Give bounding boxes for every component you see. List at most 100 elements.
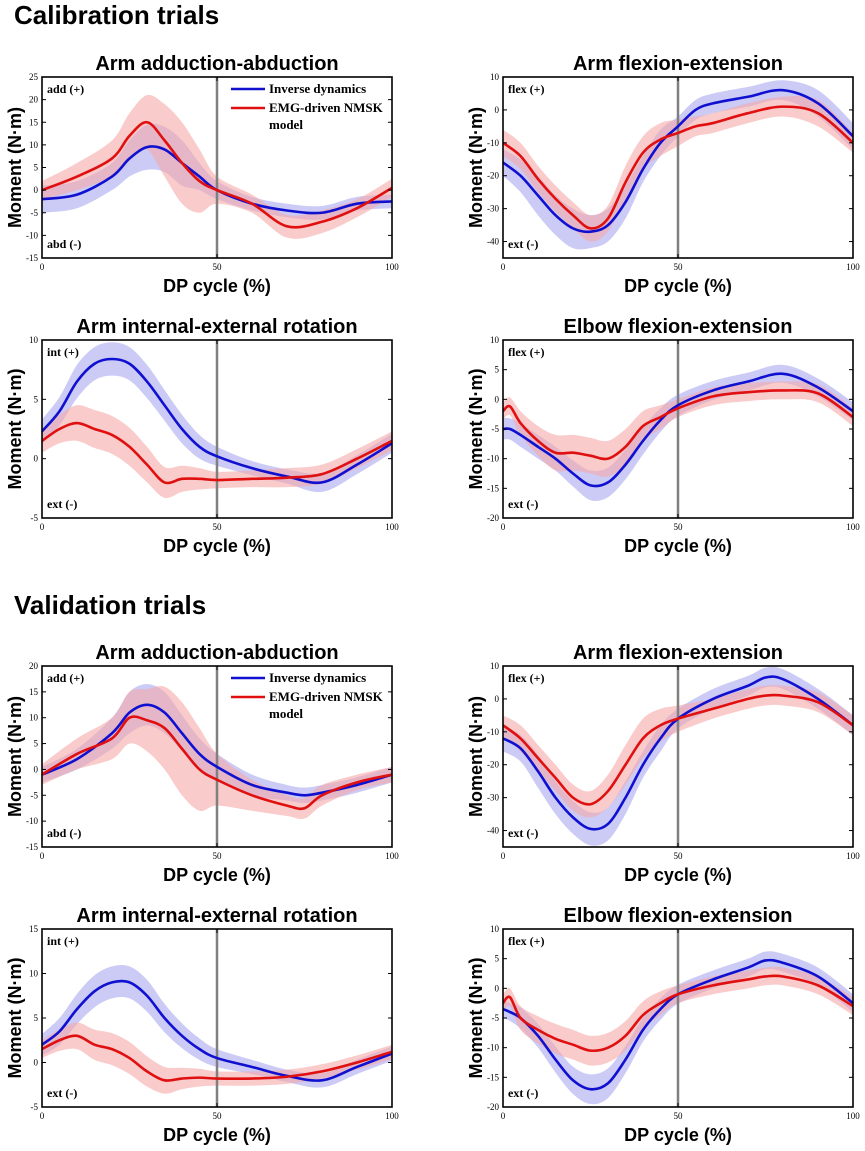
y-tick-label: 5 — [34, 163, 39, 173]
y-tick-label: 10 — [490, 924, 500, 934]
emg-model-sd-band — [42, 686, 392, 820]
x-tick-label: 50 — [674, 851, 684, 861]
y-tick-label: 10 — [490, 72, 500, 82]
plot-area — [42, 77, 392, 258]
chart-title: Arm flexion-extension — [573, 53, 783, 75]
y-tick-label: -10 — [487, 454, 499, 464]
plot-area — [42, 929, 392, 1107]
y-tick-label: 10 — [490, 335, 500, 345]
inverse-dynamics-line — [42, 703, 392, 797]
x-axis-label: DP cycle (%) — [624, 276, 732, 296]
x-axis-label: DP cycle (%) — [163, 276, 271, 296]
inverse-dynamics-line — [42, 357, 392, 485]
y-tick-label: -5 — [31, 513, 39, 523]
y-tick-label: -5 — [31, 790, 39, 800]
section-title-validation: Validation trials — [14, 590, 206, 620]
y-tick-label: 0 — [34, 185, 39, 195]
x-tick-label: 100 — [846, 262, 860, 272]
y-tick-label: -15 — [487, 483, 499, 493]
legend-emg-model-label-cont: model — [269, 117, 303, 132]
negative-direction-label: ext (-) — [47, 497, 77, 511]
emg-model-line — [42, 1034, 392, 1082]
x-tick-label: 100 — [385, 262, 399, 272]
inverse-dynamics-line — [42, 979, 392, 1082]
legend-emg-model-label-cont: model — [269, 706, 303, 721]
y-tick-label: 5 — [34, 394, 39, 404]
y-tick-label: 20 — [29, 661, 39, 671]
y-tick-label: -40 — [487, 237, 499, 247]
x-tick-label: 0 — [501, 522, 506, 532]
y-tick-label: 10 — [29, 335, 39, 345]
y-tick-label: -10 — [487, 138, 499, 148]
emg-model-sd-band — [42, 1022, 392, 1094]
y-tick-label: -15 — [487, 1072, 499, 1082]
x-tick-label: 100 — [385, 522, 399, 532]
emg-model-line — [503, 974, 853, 1053]
legend-emg-model-label: EMG-driven NMSK — [269, 689, 384, 704]
y-tick-label: 15 — [29, 687, 39, 697]
inverse-dynamics-line — [42, 145, 392, 215]
y-tick-label: -30 — [487, 793, 499, 803]
x-tick-label: 0 — [40, 1111, 45, 1121]
x-tick-label: 100 — [846, 522, 860, 532]
x-tick-label: 50 — [213, 262, 223, 272]
emg-model-line — [503, 388, 853, 461]
y-tick-label: -10 — [26, 816, 38, 826]
emg-model-sd-band — [503, 966, 853, 1066]
y-tick-label: 0 — [495, 983, 500, 993]
x-tick-label: 100 — [385, 1111, 399, 1121]
chart-title: Arm internal-external rotation — [76, 905, 357, 927]
y-tick-label: -20 — [487, 171, 499, 181]
plot-area — [503, 340, 853, 518]
emg-model-sd-band — [42, 405, 392, 499]
x-tick-label: 0 — [40, 522, 45, 532]
x-axis-label: DP cycle (%) — [163, 865, 271, 885]
negative-direction-label: ext (-) — [508, 497, 538, 511]
y-tick-label: 5 — [34, 1013, 39, 1023]
y-axis-label: Moment (N·m) — [466, 369, 486, 490]
positive-direction-label: flex (+) — [508, 671, 545, 685]
emg-model-line — [503, 105, 853, 230]
y-tick-label: 15 — [29, 117, 39, 127]
y-tick-label: -10 — [26, 230, 38, 240]
y-tick-label: -5 — [492, 424, 500, 434]
y-tick-label: 5 — [34, 739, 39, 749]
y-tick-label: 10 — [29, 140, 39, 150]
emg-model-line — [42, 421, 392, 485]
legend-emg-model-label: EMG-driven NMSK — [269, 100, 384, 115]
negative-direction-label: abd (-) — [47, 237, 81, 251]
positive-direction-label: add (+) — [47, 82, 84, 96]
x-tick-label: 50 — [213, 522, 223, 532]
x-tick-label: 50 — [674, 262, 684, 272]
x-axis-label: DP cycle (%) — [624, 536, 732, 556]
legend-inverse-dynamics-label: Inverse dynamics — [269, 81, 366, 96]
y-tick-label: -40 — [487, 826, 499, 836]
x-tick-label: 100 — [846, 1111, 860, 1121]
y-tick-label: 10 — [490, 661, 500, 671]
x-tick-label: 50 — [213, 851, 223, 861]
x-axis-label: DP cycle (%) — [163, 536, 271, 556]
y-axis-label: Moment (N·m) — [466, 107, 486, 228]
positive-direction-label: int (+) — [47, 934, 79, 948]
x-tick-label: 0 — [501, 851, 506, 861]
inverse-dynamics-line — [503, 88, 853, 234]
panels: Arm adduction-abduction2520151050-5-10-1… — [5, 53, 860, 1145]
chart-title: Elbow flexion-extension — [564, 905, 793, 927]
y-tick-label: -10 — [487, 727, 499, 737]
y-tick-label: -20 — [487, 760, 499, 770]
y-tick-label: 5 — [495, 954, 500, 964]
inverse-dynamics-sd-band — [42, 964, 392, 1088]
x-tick-label: 50 — [213, 1111, 223, 1121]
y-tick-label: 0 — [34, 764, 39, 774]
inverse-dynamics-line — [503, 675, 853, 831]
x-tick-label: 100 — [385, 851, 399, 861]
positive-direction-label: int (+) — [47, 345, 79, 359]
y-axis-label: Moment (N·m) — [466, 958, 486, 1079]
chart-title: Arm flexion-extension — [573, 642, 783, 664]
y-tick-label: -15 — [26, 842, 38, 852]
y-axis-label: Moment (N·m) — [5, 958, 25, 1079]
chart-title: Arm internal-external rotation — [76, 316, 357, 338]
